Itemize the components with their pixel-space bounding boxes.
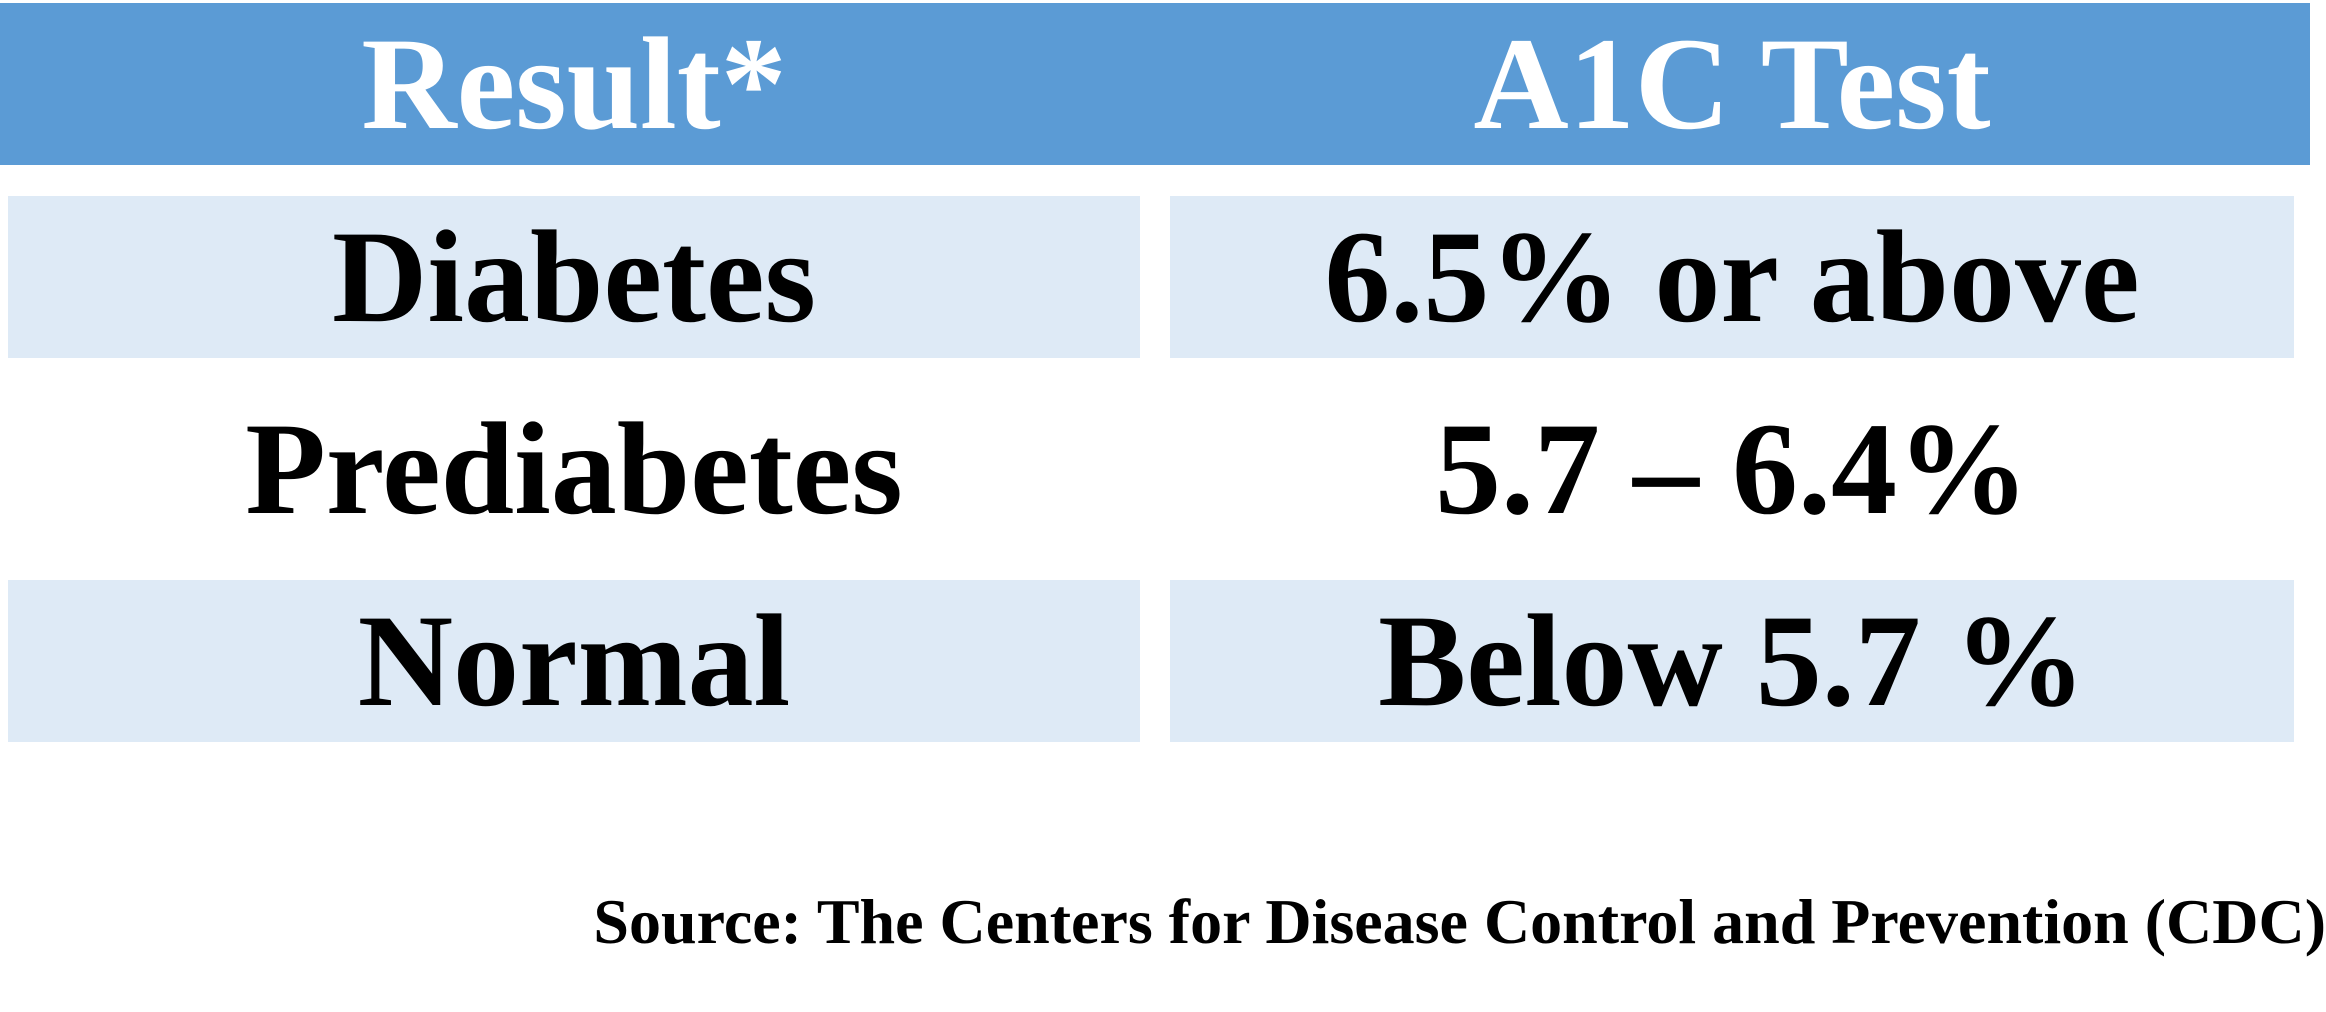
table-row-prediabetes-a1c: 5.7 – 6.4% xyxy=(1435,395,2029,542)
table-header xyxy=(0,3,2310,165)
table-row-diabetes-result: Diabetes xyxy=(8,196,1140,358)
table-row-prediabetes-result: Prediabetes xyxy=(245,395,903,542)
table-row-normal-result: Normal xyxy=(8,580,1140,742)
table-row-diabetes-a1c: 6.5% or above xyxy=(1170,196,2294,358)
source-citation: Source: The Centers for Disease Control … xyxy=(593,886,2326,957)
header-result: Result* xyxy=(361,10,787,157)
header-a1c-test: A1C Test xyxy=(1473,10,1991,157)
table-row-normal-a1c: Below 5.7 % xyxy=(1170,580,2294,742)
